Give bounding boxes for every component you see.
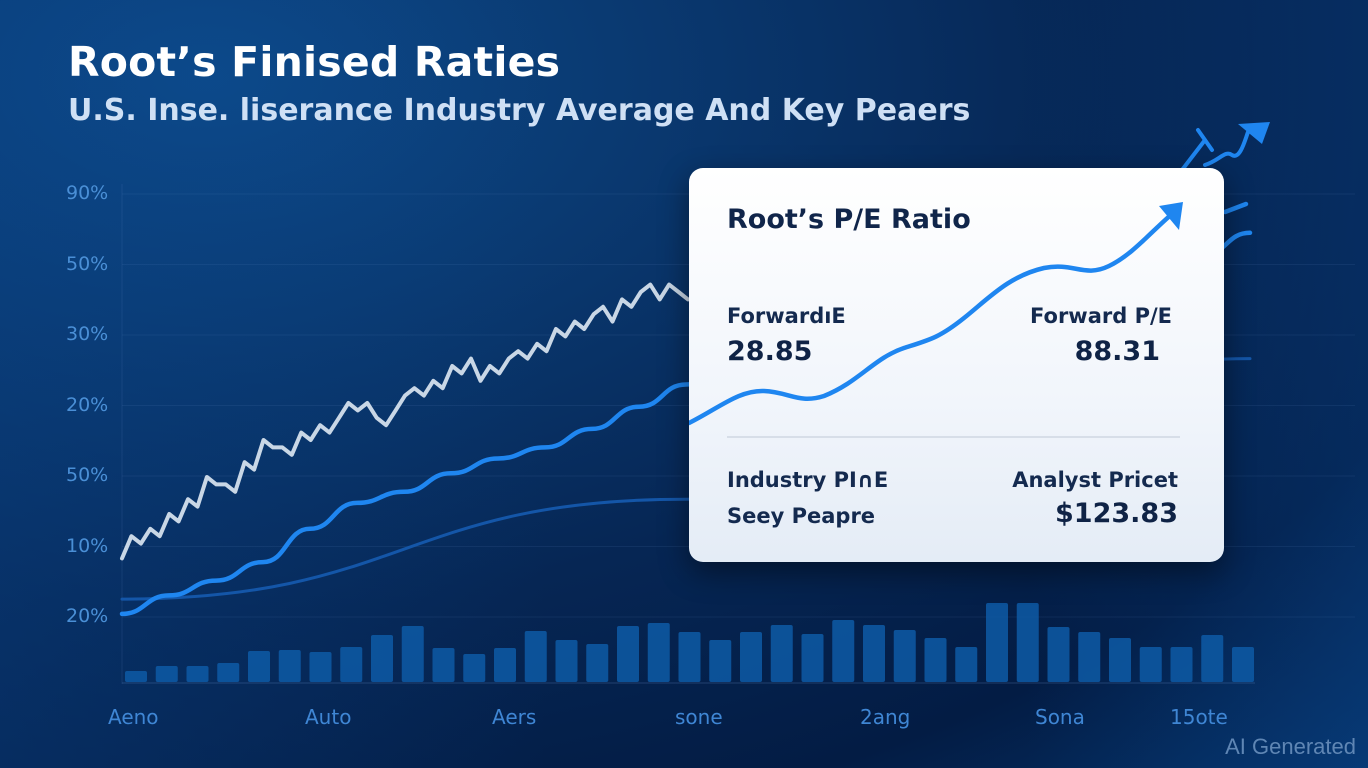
volume-bar bbox=[1232, 647, 1254, 682]
y-tick-label: 10% bbox=[66, 534, 109, 557]
volume-bar bbox=[340, 647, 363, 682]
x-tick-label: Sona bbox=[1035, 705, 1085, 729]
volume-bar bbox=[740, 632, 762, 682]
volume-bar bbox=[248, 651, 270, 682]
volume-bar bbox=[309, 652, 332, 682]
volume-bar bbox=[371, 635, 393, 682]
page-title: Root’s Finised Raties bbox=[68, 38, 561, 86]
y-tick-label: 50% bbox=[66, 464, 109, 486]
volume-bars bbox=[125, 603, 1254, 682]
decor-arrow-icon bbox=[1180, 128, 1214, 172]
volume-bar bbox=[1109, 638, 1131, 682]
volume-bar bbox=[463, 654, 486, 682]
volume-bar bbox=[125, 671, 147, 682]
line-continuation bbox=[1222, 201, 1249, 215]
volume-bar bbox=[678, 632, 701, 682]
forward-pe-value: 28.85 bbox=[727, 336, 813, 367]
volume-bar bbox=[955, 647, 978, 682]
volume-bar bbox=[494, 648, 516, 682]
volume-bar bbox=[1078, 632, 1101, 682]
volume-bar bbox=[617, 626, 639, 682]
volume-bar bbox=[801, 634, 824, 682]
card-trend-chart bbox=[689, 202, 1183, 426]
arrow-up-right-icon bbox=[1159, 202, 1183, 230]
volume-bar bbox=[432, 648, 455, 682]
forward-pe-value-2: 88.31 bbox=[1074, 336, 1160, 367]
decoration-arrows bbox=[1180, 122, 1270, 215]
volume-bar bbox=[555, 640, 578, 682]
volume-bar bbox=[986, 603, 1008, 682]
volume-bar bbox=[863, 625, 885, 682]
ai-generated-watermark: AI Generated bbox=[1225, 734, 1356, 759]
pe-ratio-card: Root’s P/E Ratio ForwardıE 28.85 Forward… bbox=[689, 168, 1224, 562]
arrow-up-right-icon bbox=[1238, 122, 1270, 144]
card-trend-line bbox=[689, 205, 1182, 426]
volume-bar bbox=[217, 663, 240, 682]
volume-bar bbox=[401, 626, 424, 682]
volume-bar bbox=[832, 620, 855, 682]
volume-bar bbox=[1201, 635, 1224, 682]
analyst-price-value: $123.83 bbox=[1055, 498, 1178, 529]
industry-pe-label: Industry PI∩E bbox=[727, 468, 889, 492]
volume-bar bbox=[1139, 647, 1162, 682]
decor-squiggle-icon bbox=[1203, 130, 1250, 167]
y-tick-label: 30% bbox=[66, 323, 109, 345]
x-tick-label: Auto bbox=[305, 705, 352, 729]
x-tick-label: 2ang bbox=[860, 705, 911, 729]
volume-bar bbox=[1016, 603, 1039, 682]
y-tick-label: 50% bbox=[66, 252, 109, 275]
y-tick-label: 90% bbox=[66, 182, 109, 204]
forward-pe-label-2: Forward P/E bbox=[1030, 304, 1172, 328]
x-tick-label: Aers bbox=[492, 705, 537, 729]
forward-pe-label: ForwardıE bbox=[727, 304, 846, 328]
volume-bar bbox=[1170, 647, 1193, 682]
volume-bar bbox=[186, 666, 209, 682]
analyst-price-label: Analyst Pricet bbox=[1012, 468, 1178, 492]
volume-bar bbox=[278, 650, 301, 682]
x-tick-label: 15ote bbox=[1170, 705, 1228, 729]
card-title: Root’s P/E Ratio bbox=[727, 204, 971, 235]
x-tick-label: Aeno bbox=[108, 705, 159, 729]
volume-bar bbox=[893, 630, 916, 682]
x-tick-label: sone bbox=[675, 705, 723, 729]
industry-pe-value: Seey Peapre bbox=[727, 504, 876, 528]
volume-bar bbox=[709, 640, 732, 682]
series-line-root bbox=[120, 282, 690, 561]
volume-bar bbox=[586, 644, 609, 682]
y-tick-label: 20% bbox=[66, 605, 109, 627]
y-tick-label: 20% bbox=[66, 393, 109, 416]
page-subtitle: U.S. Inse. liserance Industry Average An… bbox=[68, 93, 971, 128]
volume-bar bbox=[770, 625, 793, 682]
volume-bar bbox=[155, 666, 178, 682]
volume-bar bbox=[647, 623, 670, 682]
volume-bar bbox=[924, 638, 947, 682]
volume-bar bbox=[1047, 627, 1070, 682]
volume-bar bbox=[524, 631, 547, 682]
card-divider bbox=[727, 436, 1180, 438]
